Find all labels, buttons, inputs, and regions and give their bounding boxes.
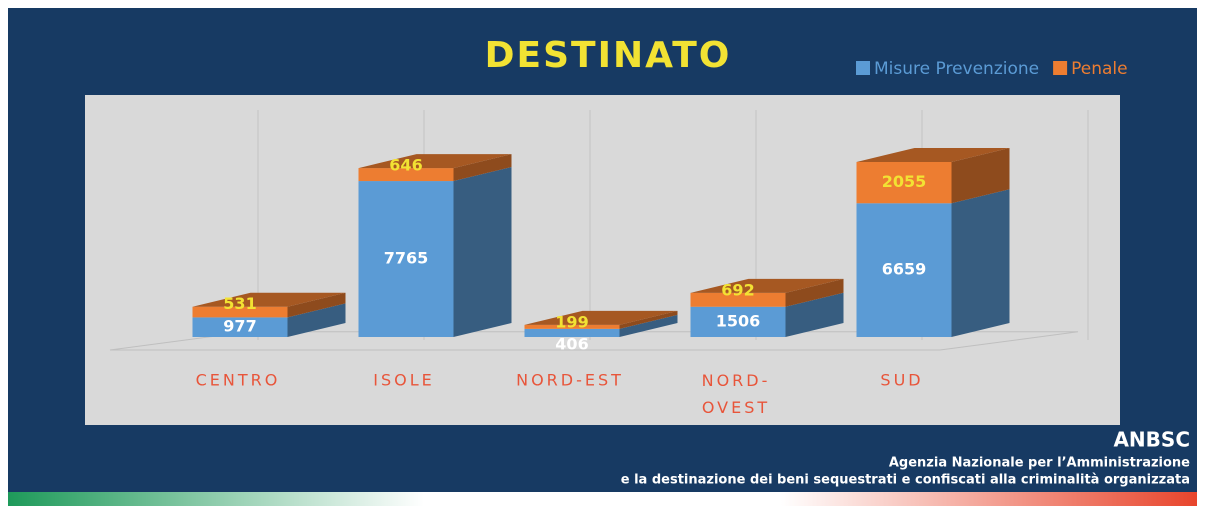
bar-segment xyxy=(358,154,512,182)
footer-line: Agenzia Nazionale per l’Amministrazione xyxy=(889,456,1190,471)
bar-side xyxy=(951,189,1010,337)
x-tick-label: NORD-OVEST xyxy=(702,371,771,417)
bar xyxy=(192,306,288,318)
bar-top xyxy=(358,154,512,169)
bar-segment xyxy=(690,278,844,307)
bar-segment xyxy=(358,167,512,337)
x-tick-label: NORD-EST xyxy=(516,371,624,390)
value-label: 199 xyxy=(555,312,588,331)
value-label: 646 xyxy=(389,156,422,175)
footer-line: e la destinazione dei beni sequestrati e… xyxy=(621,473,1190,488)
value-label: 977 xyxy=(223,317,256,336)
bar-top xyxy=(524,310,678,325)
bar-segment xyxy=(524,314,678,337)
bar-segment xyxy=(690,292,844,337)
bar-side xyxy=(785,278,844,307)
bar-side xyxy=(287,303,346,337)
legend-swatch xyxy=(856,61,870,75)
bar xyxy=(856,162,952,204)
legend-label: Misure Prevenzione xyxy=(874,59,1039,79)
bar-side xyxy=(619,310,678,329)
bar xyxy=(524,324,620,329)
bar xyxy=(690,292,786,307)
bar-top xyxy=(192,292,346,307)
bar xyxy=(358,168,454,182)
bar-side xyxy=(453,167,512,337)
bar-side xyxy=(287,292,346,318)
bar xyxy=(358,181,454,337)
floor xyxy=(109,331,1079,351)
value-label: 2055 xyxy=(882,172,927,191)
bar-segment xyxy=(524,310,678,329)
value-label: 7765 xyxy=(384,249,429,268)
x-tick-label: SUD xyxy=(880,371,923,390)
bar xyxy=(856,203,952,337)
bar-side xyxy=(951,148,1010,204)
chart-title: DESTINATO xyxy=(485,35,732,76)
legend-swatch xyxy=(1053,61,1068,75)
flag-strip xyxy=(8,492,1197,506)
value-label: 1506 xyxy=(716,311,761,330)
x-tick-label: CENTRO xyxy=(196,371,281,390)
bar xyxy=(524,328,620,337)
value-label: 406 xyxy=(555,335,588,354)
legend-label: Penale xyxy=(1071,59,1127,79)
bar-top xyxy=(856,148,1010,162)
bar-top xyxy=(690,278,844,293)
value-label: 6659 xyxy=(882,260,927,279)
x-tick-label: ISOLE xyxy=(373,371,435,390)
value-label: 531 xyxy=(223,294,256,313)
footer-title: ANBSC xyxy=(1113,428,1190,452)
bar-segment xyxy=(856,189,1010,337)
bar-segment xyxy=(192,292,346,318)
bar-side xyxy=(619,314,678,337)
bar-segment xyxy=(856,148,1010,204)
bar-side xyxy=(785,292,844,337)
bar xyxy=(690,306,786,337)
bar-segment xyxy=(192,303,346,337)
bar-side xyxy=(453,154,512,182)
value-label: 692 xyxy=(721,280,754,299)
bar xyxy=(192,317,288,337)
